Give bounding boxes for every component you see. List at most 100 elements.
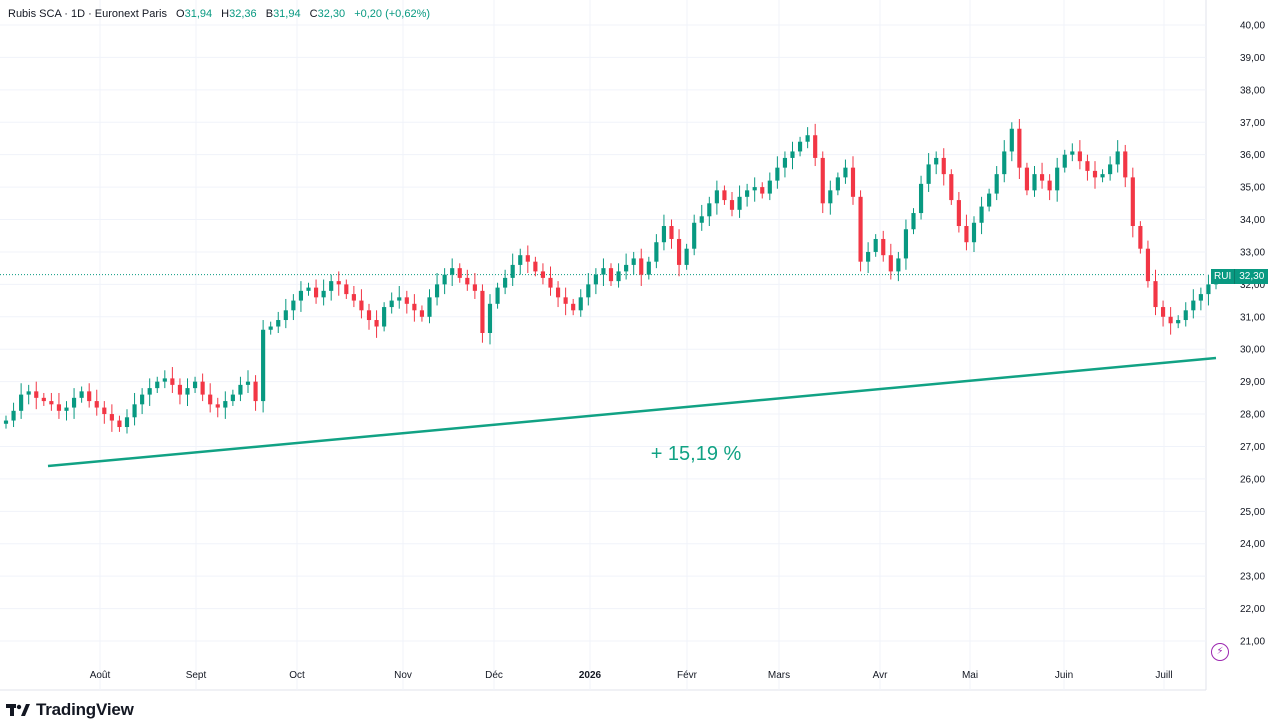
candle-body	[820, 157, 825, 204]
candle-body	[654, 242, 659, 262]
candle-body	[903, 229, 909, 259]
price-tick-label: 30,00	[1240, 345, 1265, 356]
candle-body	[624, 264, 629, 272]
candle-body	[578, 297, 583, 311]
price-tick-label: 34,00	[1240, 215, 1265, 226]
candle-body	[813, 135, 818, 158]
candles-layer	[3, 119, 1219, 434]
candle-body	[866, 251, 871, 262]
candle-body	[737, 196, 742, 210]
low-value: 31,94	[273, 8, 301, 20]
candle-body	[434, 284, 440, 298]
trendline[interactable]	[47, 356, 1217, 468]
high-label: H	[221, 8, 230, 20]
candle-body	[828, 190, 833, 204]
candle-body	[934, 157, 939, 165]
candle-body	[745, 190, 750, 197]
candle-body	[676, 238, 682, 265]
grid-layer	[0, 0, 1206, 690]
time-tick-label: 2026	[579, 670, 602, 681]
candle-body	[94, 401, 99, 408]
candle-body	[238, 384, 243, 395]
price-tick-label: 32,00	[1240, 280, 1265, 291]
candle-body	[941, 157, 946, 175]
candle-body	[359, 300, 364, 311]
price-tick-label: 22,00	[1240, 604, 1265, 615]
lightning-icon[interactable]: ⚡	[1211, 643, 1229, 661]
candle-body	[1183, 310, 1188, 321]
candle-body	[888, 255, 893, 272]
candle-body	[34, 391, 39, 398]
candle-body	[465, 277, 470, 285]
price-tick-label: 33,00	[1240, 247, 1265, 258]
candle-body	[760, 187, 765, 194]
candle-body	[994, 174, 999, 194]
time-tick-label: Nov	[394, 670, 412, 681]
candle-body	[427, 297, 432, 317]
candle-body	[253, 381, 258, 402]
price-tick-label: 23,00	[1240, 572, 1265, 583]
candle-body	[87, 391, 92, 402]
candle-body	[1070, 151, 1075, 155]
candle-body	[850, 167, 856, 197]
tradingview-icon	[6, 704, 30, 716]
candle-body	[555, 287, 561, 298]
candle-body	[533, 261, 538, 272]
candle-body	[964, 226, 969, 243]
candle-body	[669, 226, 674, 239]
time-tick-label: Mars	[768, 670, 790, 681]
candle-body	[918, 183, 924, 214]
candle-body	[230, 394, 235, 402]
candle-body	[344, 284, 349, 295]
chart-legend: Rubis SCA · 1D · Euronext Paris O31,94 H…	[8, 8, 430, 20]
candle-body	[873, 238, 878, 252]
candle-body	[586, 284, 591, 298]
candle-body	[11, 410, 16, 421]
candle-body	[41, 397, 46, 402]
candle-body	[692, 222, 697, 249]
candle-body	[1130, 177, 1135, 227]
candle-body	[382, 307, 387, 327]
brand-name: TradingView	[36, 700, 134, 719]
candle-body	[797, 141, 803, 152]
tradingview-logo[interactable]: TradingView	[6, 700, 134, 720]
candle-body	[1024, 167, 1030, 191]
time-tick-label: Oct	[289, 670, 305, 681]
candle-body	[510, 264, 515, 278]
candle-body	[124, 417, 130, 428]
candle-body	[261, 329, 266, 402]
time-tick-label: Juill	[1155, 670, 1172, 681]
time-tick-label: Avr	[873, 670, 888, 681]
candle-body	[366, 310, 372, 321]
candle-body	[132, 404, 137, 418]
time-tick-label: Mai	[962, 670, 978, 681]
close-value: 32,30	[317, 8, 346, 20]
candle-body	[117, 420, 122, 428]
candle-body	[722, 190, 727, 201]
candle-body	[639, 258, 644, 275]
candle-body	[971, 222, 977, 243]
candle-body	[631, 258, 636, 265]
time-tick-label: Sept	[186, 670, 207, 681]
candle-body	[480, 290, 485, 333]
price-tick-label: 37,00	[1240, 118, 1265, 129]
candle-body	[1160, 307, 1166, 317]
candle-body	[752, 187, 757, 191]
price-tick-label: 40,00	[1240, 21, 1265, 32]
candle-body	[608, 268, 614, 282]
price-tag-value: 32,30	[1234, 269, 1269, 284]
candle-body	[283, 310, 288, 321]
candle-body	[881, 238, 886, 256]
price-tick-label: 26,00	[1240, 474, 1265, 485]
candle-body	[503, 277, 508, 288]
trend-annotation: + 15,19 %	[651, 443, 742, 465]
candle-body	[729, 200, 735, 210]
candle-body	[956, 200, 961, 227]
candle-body	[306, 287, 311, 291]
candle-body	[767, 180, 772, 194]
candle-body	[896, 258, 901, 272]
candle-body	[593, 274, 598, 285]
candle-body	[26, 391, 31, 395]
candle-body	[185, 388, 190, 395]
